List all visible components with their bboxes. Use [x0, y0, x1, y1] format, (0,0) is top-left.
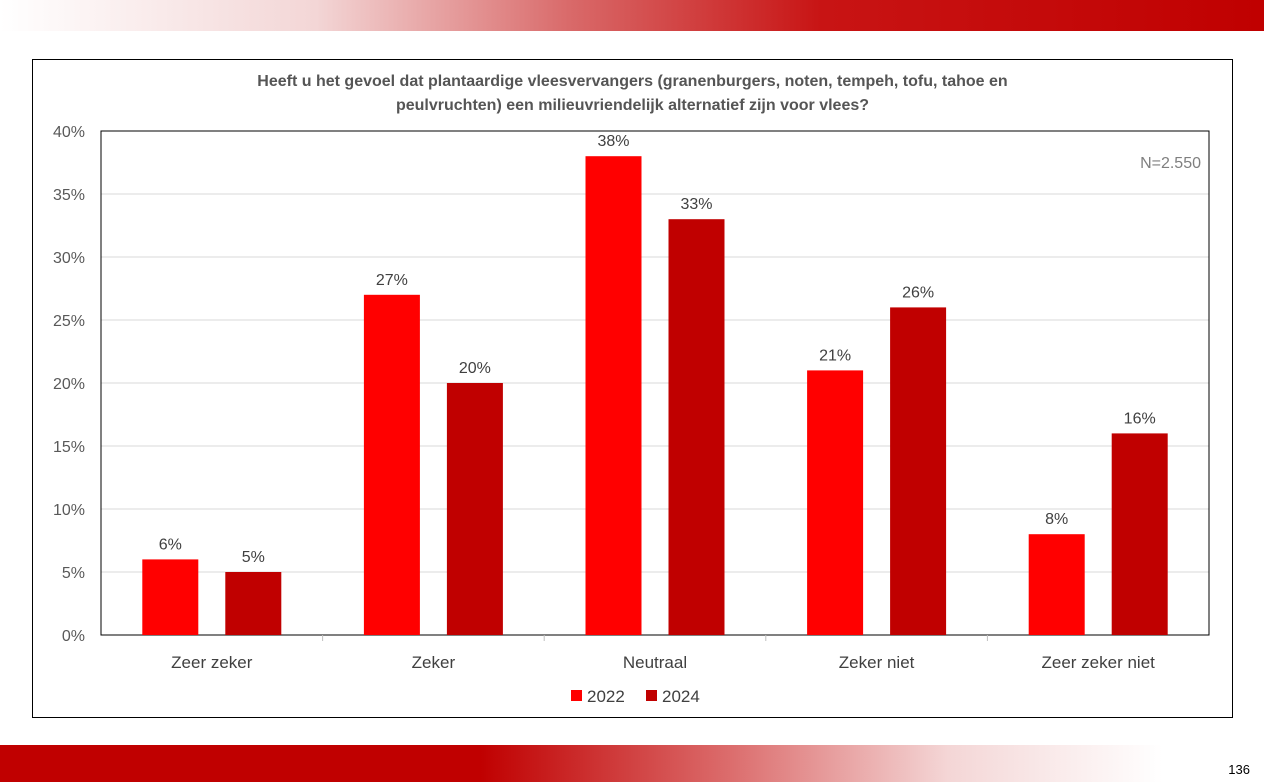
x-tick-label: Neutraal: [623, 653, 687, 672]
data-label: 33%: [680, 196, 712, 213]
bar-2022: [807, 370, 864, 635]
bar-2024: [1111, 433, 1168, 635]
data-label: 8%: [1045, 511, 1068, 528]
footer-decoration-band: [0, 745, 1264, 782]
bar-2024: [890, 307, 947, 635]
sample-size-annotation: N=2.550: [1140, 155, 1201, 172]
chart-title: Heeft u het gevoel dat plantaardige vlee…: [33, 70, 1232, 118]
y-tick-label: 35%: [53, 187, 85, 204]
bar-2022: [1028, 534, 1085, 635]
chart-title-line-2: peulvruchten) een milieuvriendelijk alte…: [395, 97, 870, 114]
bar-2024: [225, 572, 282, 635]
data-label: 38%: [597, 133, 629, 150]
y-tick-label: 30%: [53, 250, 85, 267]
bar-2022: [142, 559, 199, 635]
y-tick-label: 0%: [62, 628, 85, 645]
data-label: 26%: [902, 284, 934, 301]
chart-title-line-1: Heeft u het gevoel dat plantaardige vlee…: [257, 73, 1008, 90]
x-tick-label: Zeker: [412, 653, 456, 672]
bar-2024: [446, 383, 503, 635]
y-tick-label: 25%: [53, 313, 85, 330]
y-tick-label: 20%: [53, 376, 85, 393]
x-tick-label: Zeer zeker: [171, 653, 253, 672]
y-tick-label: 10%: [53, 502, 85, 519]
bar-2022: [363, 294, 420, 635]
legend-swatch-2022: [571, 690, 582, 701]
data-label: 6%: [159, 536, 182, 553]
y-tick-label: 5%: [62, 565, 85, 582]
header-decoration-band: [0, 0, 1264, 31]
y-tick-label: 15%: [53, 439, 85, 456]
data-label: 27%: [376, 272, 408, 289]
bar-chart: 0% 5% 10% 15% 20% 25% 30% 35% 40% 6% 5% Zeer zeker 2…: [53, 124, 1210, 706]
data-label: 21%: [819, 347, 851, 364]
data-label: 5%: [242, 549, 265, 566]
bar-2024: [668, 219, 725, 635]
legend-label: 2024: [662, 687, 700, 706]
x-tick-label: Zeer zeker niet: [1042, 653, 1156, 672]
y-tick-label: 40%: [53, 124, 85, 141]
chart-frame: Heeft u het gevoel dat plantaardige vlee…: [32, 59, 1233, 718]
data-label: 20%: [459, 360, 491, 377]
page-number: 136: [1228, 762, 1250, 777]
data-label: 16%: [1124, 410, 1156, 427]
bar-2022: [585, 156, 642, 635]
x-tick-label: Zeker niet: [839, 653, 915, 672]
legend-label: 2022: [587, 687, 625, 706]
legend-swatch-2024: [646, 690, 657, 701]
plot-area-border: [100, 130, 1210, 636]
